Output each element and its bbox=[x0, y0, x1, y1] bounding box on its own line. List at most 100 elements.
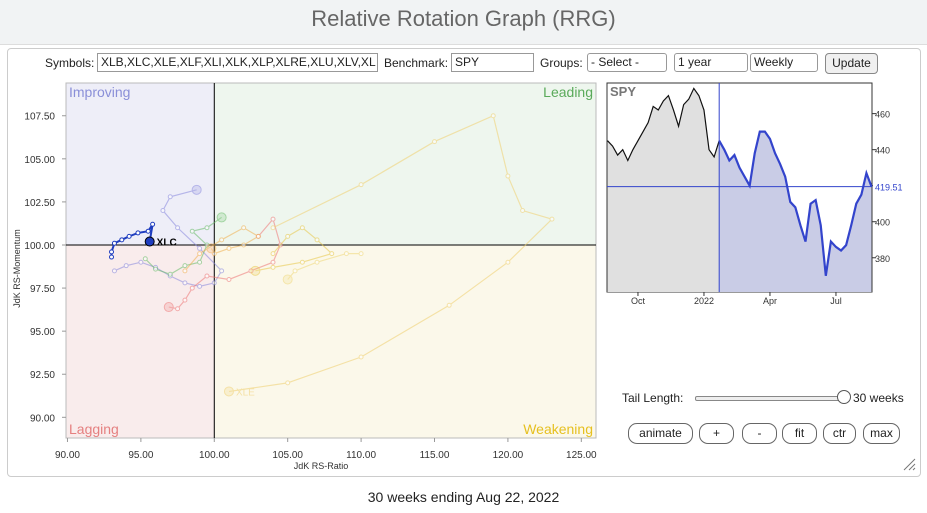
tail-dot bbox=[189, 228, 195, 234]
quadrant-lagging bbox=[66, 244, 215, 438]
quadrant-leading bbox=[214, 83, 597, 245]
tail-dot bbox=[432, 139, 438, 145]
tail-dot bbox=[153, 266, 159, 272]
y-tick-label: 400 bbox=[875, 218, 890, 228]
chart-title: SPY bbox=[610, 84, 636, 99]
tail-dot bbox=[314, 259, 320, 265]
area-fill bbox=[719, 131, 872, 292]
tail-dot bbox=[226, 276, 232, 282]
quadrant-label: Weakening bbox=[523, 421, 593, 437]
x-tick-label: 105.00 bbox=[272, 450, 303, 461]
x-tick-label: Jul bbox=[830, 296, 842, 306]
tail-slider-handle[interactable] bbox=[837, 390, 851, 404]
control-button[interactable]: max bbox=[863, 423, 900, 444]
quadrant-improving bbox=[66, 83, 215, 245]
x-tick-label: Apr bbox=[763, 296, 777, 306]
plot-border bbox=[65, 82, 597, 439]
tail-dot bbox=[343, 251, 349, 257]
control-button[interactable]: fit bbox=[782, 423, 817, 444]
groups-select[interactable]: - Select - bbox=[587, 53, 667, 72]
tail-dot bbox=[111, 268, 117, 274]
control-button[interactable]: - bbox=[742, 423, 777, 444]
tail-dot bbox=[549, 216, 555, 222]
tail-dot bbox=[299, 225, 305, 231]
tail-line bbox=[228, 114, 554, 393]
y-tick-label: 102.50 bbox=[24, 198, 55, 209]
tail-dot bbox=[314, 237, 320, 243]
tail-dot bbox=[197, 283, 203, 289]
price-line bbox=[718, 130, 873, 276]
tail-value: 30 weeks bbox=[853, 391, 904, 405]
tail-dot bbox=[226, 245, 232, 251]
tail-slider-track[interactable] bbox=[695, 396, 845, 401]
tail-dot bbox=[175, 225, 181, 231]
x-tick-label: 120.00 bbox=[493, 450, 524, 461]
y-tick-label: 460 bbox=[875, 110, 890, 120]
x-axis-label: JdK RS-Ratio bbox=[294, 461, 349, 471]
tail-dot bbox=[358, 182, 364, 188]
tail-dot bbox=[160, 208, 166, 214]
tail-dot bbox=[126, 233, 132, 239]
x-tick-label: 110.00 bbox=[346, 450, 376, 461]
tail-dot bbox=[219, 268, 225, 274]
tail-dot bbox=[119, 237, 125, 243]
tail-dot bbox=[299, 259, 305, 265]
tail-dot bbox=[446, 302, 452, 308]
symbols-input[interactable]: XLB,XLC,XLE,XLF,XLI,XLK,XLP,XLRE,XLU,XLV… bbox=[97, 53, 378, 72]
quadrant-label: Leading bbox=[543, 84, 593, 100]
y-tick-label: 107.50 bbox=[24, 112, 55, 123]
last-price-label: 419.51 bbox=[875, 183, 903, 193]
tail-head bbox=[163, 302, 174, 313]
tail-dot bbox=[204, 273, 210, 279]
tail-dot bbox=[505, 173, 511, 179]
tail-dot bbox=[189, 285, 195, 291]
tail-dot bbox=[109, 254, 115, 260]
interval-select[interactable]: Weekly bbox=[750, 53, 818, 72]
benchmark-input[interactable]: SPY bbox=[451, 53, 534, 72]
symbols-label: Symbols: bbox=[45, 56, 95, 70]
tail-dot bbox=[182, 263, 188, 269]
tail-dot bbox=[241, 242, 247, 248]
tail-dot bbox=[138, 259, 144, 265]
x-tick-label: 115.00 bbox=[420, 450, 450, 461]
tail: XLE bbox=[223, 113, 555, 398]
y-tick-label: 92.50 bbox=[30, 370, 55, 381]
tail-dot bbox=[204, 225, 210, 231]
tail-dot bbox=[358, 251, 364, 257]
tail-dot bbox=[270, 225, 276, 231]
groups-label: Groups: bbox=[540, 56, 583, 70]
series-label: XLE bbox=[236, 387, 255, 398]
y-tick-label: 95.00 bbox=[30, 327, 55, 338]
tail-dot bbox=[111, 240, 117, 246]
quadrant-label: Improving bbox=[69, 84, 130, 100]
tail bbox=[282, 251, 364, 285]
update-button[interactable]: Update bbox=[825, 53, 878, 74]
y-tick-label: 105.00 bbox=[24, 155, 55, 166]
tail-dot bbox=[175, 306, 181, 312]
tail-dot bbox=[182, 280, 188, 286]
control-button[interactable]: animate bbox=[628, 423, 693, 444]
tail-dot bbox=[182, 297, 188, 303]
panel bbox=[7, 48, 921, 477]
x-tick-label: Oct bbox=[631, 296, 646, 306]
tail-line bbox=[255, 227, 333, 272]
tail bbox=[111, 184, 225, 289]
tail bbox=[182, 225, 261, 274]
tail-dot bbox=[211, 280, 217, 286]
tail-head bbox=[191, 184, 202, 195]
title-bar bbox=[0, 0, 927, 45]
tail-dot bbox=[182, 268, 188, 274]
area-fill bbox=[607, 88, 720, 292]
tail-dot bbox=[241, 225, 247, 231]
price-line bbox=[607, 87, 720, 162]
period-select[interactable]: 1 year bbox=[674, 53, 748, 72]
y-tick-label: 100.00 bbox=[24, 241, 55, 252]
tail-dot bbox=[270, 259, 276, 265]
tail-head bbox=[223, 386, 234, 397]
tail-dot bbox=[255, 233, 261, 239]
control-button[interactable]: + bbox=[699, 423, 734, 444]
control-button[interactable]: ctr bbox=[823, 423, 856, 444]
tail-dot bbox=[270, 264, 276, 270]
tail-dot bbox=[197, 259, 203, 265]
